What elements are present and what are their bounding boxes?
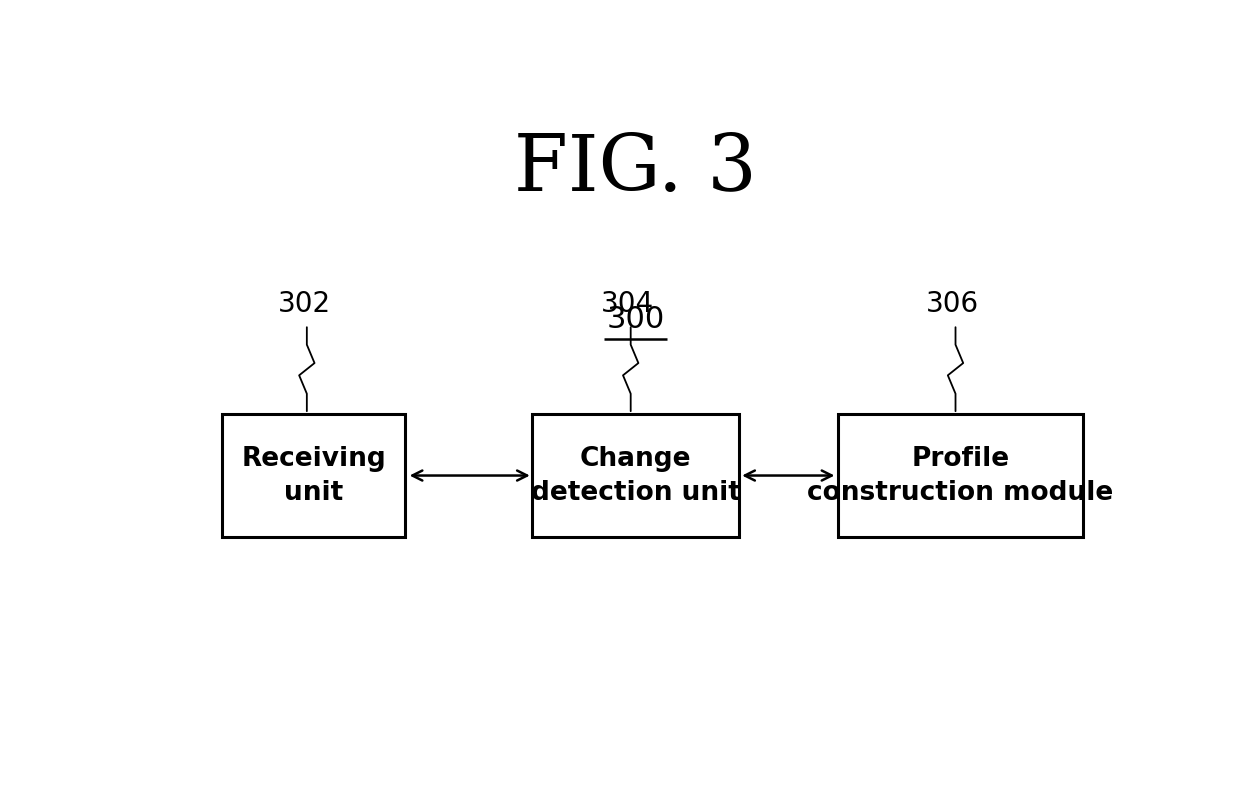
Text: 306: 306 bbox=[926, 290, 980, 318]
Bar bbox=[838, 414, 1083, 537]
Text: Profile
construction module: Profile construction module bbox=[807, 446, 1114, 505]
Text: Change
detection unit: Change detection unit bbox=[531, 446, 740, 505]
Bar bbox=[222, 414, 404, 537]
Text: 300: 300 bbox=[606, 305, 665, 334]
Text: FIG. 3: FIG. 3 bbox=[515, 131, 756, 207]
Text: Receiving
unit: Receiving unit bbox=[242, 446, 386, 505]
Text: 302: 302 bbox=[278, 290, 331, 318]
Bar bbox=[532, 414, 739, 537]
Text: 304: 304 bbox=[601, 290, 655, 318]
